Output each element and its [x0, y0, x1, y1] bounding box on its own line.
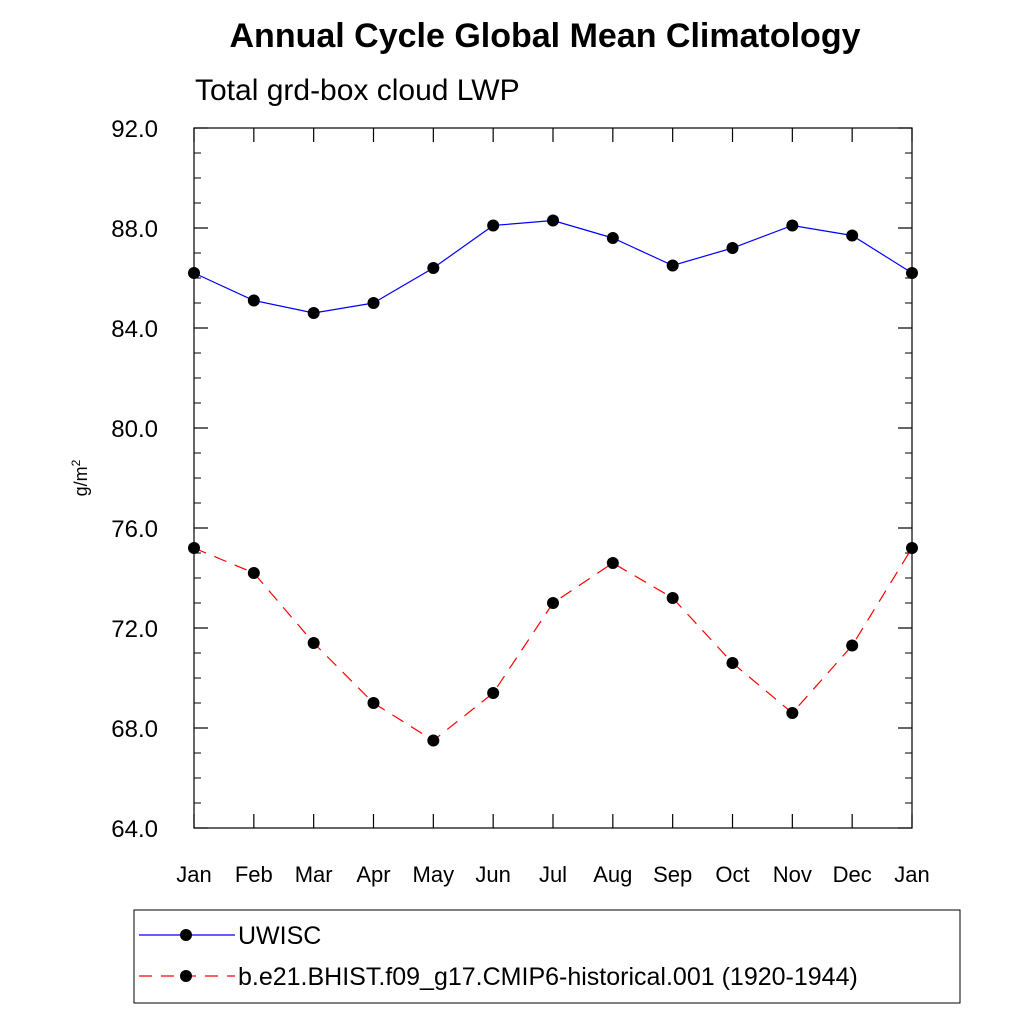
series-0-point [307, 307, 320, 319]
y-axis: 64.0 68.0 72.0 76.0 80.0 84.0 88.0 92.0 [111, 116, 912, 843]
plot-frame [193, 127, 913, 829]
legend-label-uwisc: UWISC [238, 922, 321, 950]
y-axis-label: g/m2 [69, 459, 91, 496]
x-tick-label: Apr [356, 862, 390, 887]
series-1-point [786, 707, 799, 719]
series-1-point [188, 542, 200, 554]
x-tick-label: May [413, 862, 455, 887]
y-axis-label-superscript: 2 [69, 459, 83, 466]
y-tick-label: 72.0 [111, 616, 158, 643]
legend-box [133, 909, 961, 1004]
series-0-point [726, 242, 739, 254]
series-1-point [427, 734, 440, 747]
chart-subtitle: Total grd-box cloud LWP [195, 74, 520, 107]
series-0-point [786, 219, 799, 232]
y-tick-label: 64.0 [111, 816, 158, 843]
series-0-point [247, 294, 260, 307]
series-0-point [906, 267, 918, 279]
x-tick-label: Oct [715, 862, 749, 887]
series-1-point [307, 637, 320, 649]
legend-label-cmip6: b.e21.BHIST.f09_g17.CMIP6-historical.001… [238, 963, 858, 991]
series-0-point [427, 262, 440, 274]
legend: UWISC b.e21.BHIST.f09_g17.CMIP6-historic… [133, 909, 961, 1004]
x-tick-label: Sep [653, 862, 692, 887]
series-1-point [906, 542, 918, 554]
x-tick-label: Jul [539, 862, 567, 887]
chart-title: Annual Cycle Global Mean Climatology [230, 17, 861, 55]
y-tick-label: 92.0 [111, 116, 158, 143]
series-1-point [247, 567, 260, 579]
series-0-point [846, 229, 859, 242]
series-1-point [666, 592, 679, 604]
y-tick-label: 68.0 [111, 716, 158, 743]
x-tick-label: Aug [593, 862, 632, 887]
x-axis: Jan Feb Mar Apr May Jun Jul Aug Sep Oct Nov Dec Jan [176, 128, 930, 887]
y-tick-label: 76.0 [111, 516, 158, 543]
x-tick-label: Jan [176, 862, 211, 887]
series-1-point [547, 597, 559, 609]
y-tick-label: 88.0 [111, 216, 158, 243]
series-1-point [846, 639, 859, 652]
series-0-point [487, 219, 500, 232]
y-tick-label: 80.0 [111, 416, 158, 443]
series-0-point [606, 232, 619, 244]
series-line-0 [193, 219, 913, 314]
series-0-point [547, 214, 559, 227]
series-0-point [367, 297, 380, 309]
series-line-1 [193, 547, 913, 742]
series-1-point [487, 687, 500, 699]
series-1-point [606, 557, 619, 569]
series-1-point [367, 697, 380, 709]
x-tick-label: Jun [475, 862, 510, 887]
x-tick-label: Nov [773, 862, 812, 887]
x-tick-label: Jan [894, 862, 929, 887]
x-tick-label: Dec [833, 862, 872, 887]
legend-marker-cmip6 [180, 970, 192, 982]
series-layer [188, 214, 918, 747]
x-tick-label: Mar [295, 862, 333, 887]
series-0-point [188, 267, 200, 279]
y-tick-label: 84.0 [111, 316, 158, 343]
series-0-point [666, 259, 679, 272]
legend-marker-uwisc [180, 929, 192, 941]
series-1-point [726, 657, 739, 669]
x-tick-label: Feb [235, 862, 273, 887]
